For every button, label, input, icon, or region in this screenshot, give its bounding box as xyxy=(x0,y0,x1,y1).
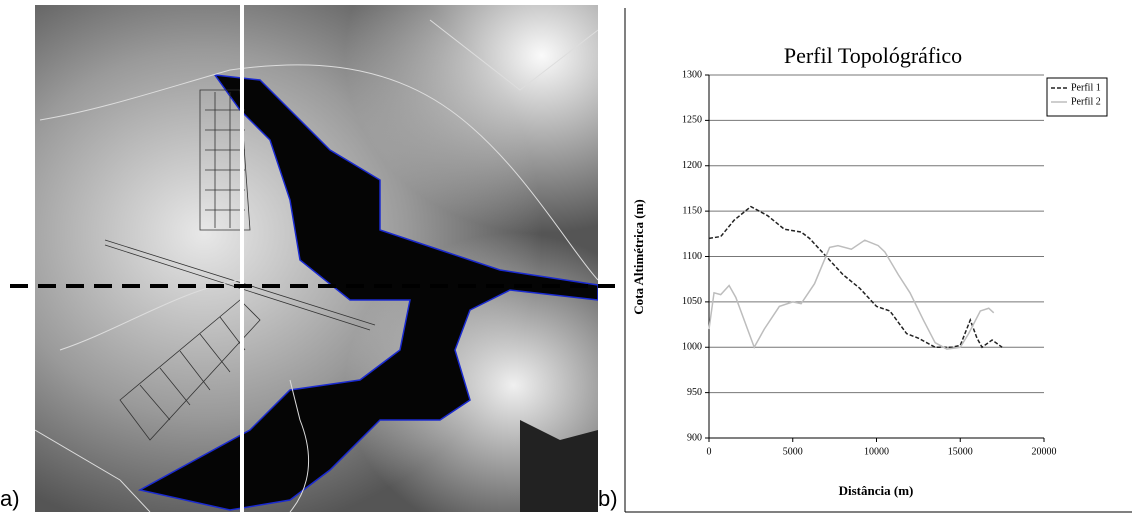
x-tick-label: 15000 xyxy=(948,446,973,457)
map xyxy=(35,5,598,512)
figure: a) b) Perfil Topológráfico Distância (m)… xyxy=(0,0,1132,517)
x-axis-label: Distância (m) xyxy=(839,483,914,498)
y-tick-label: 900 xyxy=(687,432,702,443)
x-tick-label: 5000 xyxy=(783,446,803,457)
figure-svg: a) b) Perfil Topológráfico Distância (m)… xyxy=(0,0,1132,517)
chart-title: Perfil Topológráfico xyxy=(784,43,962,68)
y-tick-label: 950 xyxy=(687,387,702,398)
y-axis-label: Cota Altimétrica (m) xyxy=(631,199,646,315)
line-series xyxy=(709,207,1002,348)
x-tick-label: 10000 xyxy=(864,446,889,457)
y-tick-label: 1100 xyxy=(682,251,702,262)
panel-label: a) xyxy=(0,486,20,511)
x-tick-label: 20000 xyxy=(1032,446,1057,457)
panel-label: b) xyxy=(598,486,618,511)
plot: 900 950 1000 1050 1100 1150 1200 1250 1300 0 5000 1… xyxy=(682,69,1107,457)
y-tick-label: 1150 xyxy=(682,205,702,216)
x-tick-label: 0 xyxy=(707,446,712,457)
legend-label: Perfil 2 xyxy=(1071,96,1101,107)
y-tick-label: 1200 xyxy=(682,160,702,171)
y-tick-label: 1050 xyxy=(682,296,702,307)
y-tick-label: 1000 xyxy=(682,342,702,353)
legend-label: Perfil 1 xyxy=(1071,82,1101,93)
y-tick-label: 1250 xyxy=(682,115,702,126)
y-tick-label: 1300 xyxy=(682,69,702,80)
